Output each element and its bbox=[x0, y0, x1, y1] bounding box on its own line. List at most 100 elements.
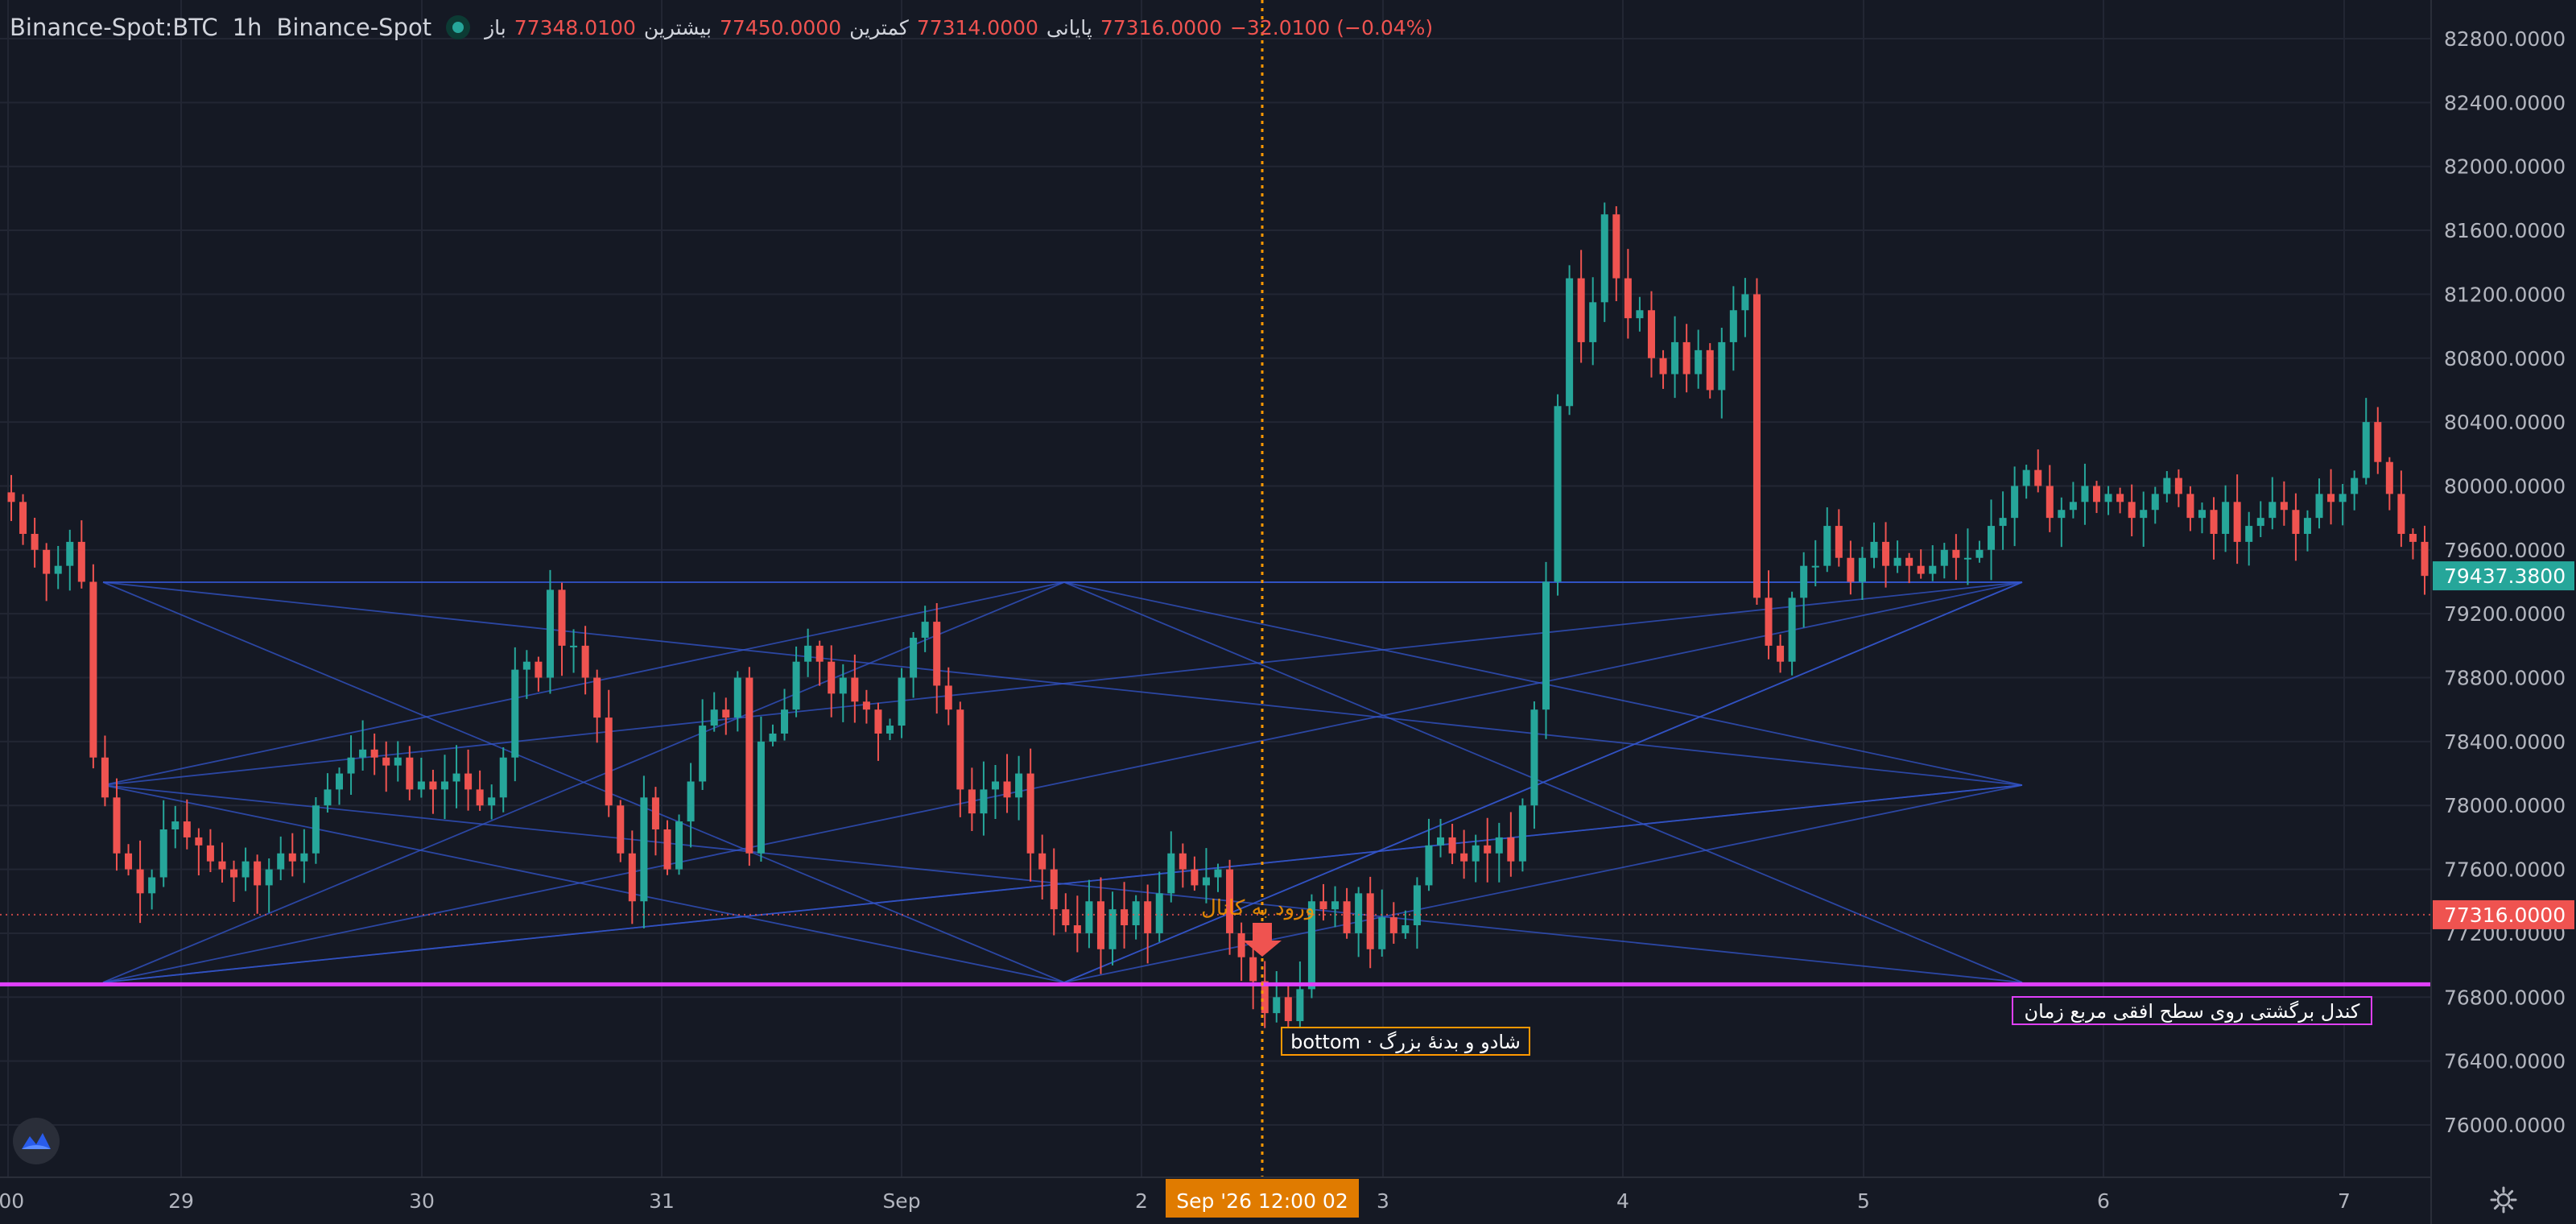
candle-body[interactable] bbox=[1121, 909, 1129, 926]
candle-body[interactable] bbox=[980, 789, 988, 814]
candle-body[interactable] bbox=[933, 622, 941, 686]
candle-body[interactable] bbox=[1682, 341, 1690, 374]
candle-body[interactable] bbox=[1988, 526, 1996, 550]
candle-body[interactable] bbox=[1460, 853, 1468, 862]
candle[interactable] bbox=[394, 741, 402, 782]
candle[interactable] bbox=[1963, 528, 1971, 585]
candle-body[interactable] bbox=[335, 773, 344, 790]
candle[interactable] bbox=[1132, 895, 1140, 940]
candle[interactable] bbox=[66, 529, 74, 591]
candle[interactable] bbox=[699, 699, 707, 791]
candle[interactable] bbox=[1495, 822, 1503, 883]
candle-body[interactable] bbox=[1893, 557, 1901, 566]
candle-body[interactable] bbox=[1319, 901, 1327, 910]
candle-body[interactable] bbox=[1952, 549, 1960, 558]
candle-body[interactable] bbox=[1800, 565, 1808, 598]
candle[interactable] bbox=[476, 770, 484, 811]
candle[interactable] bbox=[886, 718, 894, 741]
candle[interactable] bbox=[2163, 471, 2171, 502]
candle-body[interactable] bbox=[1847, 557, 1855, 582]
candle-body[interactable] bbox=[7, 492, 15, 502]
candle-body[interactable] bbox=[1249, 957, 1257, 982]
candle[interactable] bbox=[1999, 491, 2007, 550]
candle[interactable] bbox=[722, 697, 730, 735]
symbol-name[interactable]: Binance-Spot:BTC bbox=[10, 14, 218, 41]
candle-body[interactable] bbox=[1788, 598, 1796, 662]
candle[interactable] bbox=[1460, 829, 1468, 879]
candle-body[interactable] bbox=[2151, 494, 2159, 511]
candle[interactable] bbox=[1589, 277, 1597, 366]
candle-body[interactable] bbox=[1096, 901, 1104, 949]
candle-body[interactable] bbox=[1882, 541, 1890, 566]
candle[interactable] bbox=[2022, 465, 2030, 499]
candle[interactable] bbox=[1682, 324, 1690, 393]
candle-body[interactable] bbox=[1858, 557, 1866, 582]
candle-body[interactable] bbox=[1752, 294, 1761, 598]
candle[interactable] bbox=[511, 647, 519, 782]
candle[interactable] bbox=[2069, 482, 2077, 519]
candle-body[interactable] bbox=[511, 669, 519, 758]
candle[interactable] bbox=[944, 667, 952, 726]
candle[interactable] bbox=[148, 869, 156, 910]
candle[interactable] bbox=[1191, 856, 1199, 891]
candle-body[interactable] bbox=[1003, 781, 1011, 798]
candle-body[interactable] bbox=[956, 709, 964, 790]
candle[interactable] bbox=[2104, 486, 2112, 515]
candle-body[interactable] bbox=[171, 821, 180, 829]
candle[interactable] bbox=[769, 724, 777, 746]
candle[interactable] bbox=[1261, 961, 1269, 1028]
candle-body[interactable] bbox=[77, 541, 85, 582]
candle[interactable] bbox=[1542, 561, 1550, 739]
candle-body[interactable] bbox=[2245, 526, 2253, 542]
candle-body[interactable] bbox=[1237, 932, 1245, 957]
candle-body[interactable] bbox=[2081, 486, 2089, 502]
candle-body[interactable] bbox=[288, 853, 296, 862]
candle-body[interactable] bbox=[312, 805, 320, 854]
candle[interactable] bbox=[2222, 485, 2230, 552]
candle[interactable] bbox=[1847, 540, 1855, 595]
candle[interactable] bbox=[898, 668, 906, 738]
candle-body[interactable] bbox=[1015, 773, 1023, 798]
candle[interactable] bbox=[1273, 970, 1281, 1023]
candle-body[interactable] bbox=[476, 789, 484, 806]
candle-body[interactable] bbox=[1448, 837, 1456, 854]
candle[interactable] bbox=[2140, 491, 2148, 548]
support-annotation[interactable]: کندل برگشتی روی سطح افقی مربع زمان bbox=[2012, 996, 2372, 1025]
candle-body[interactable] bbox=[148, 877, 156, 894]
candle[interactable] bbox=[2011, 466, 2019, 547]
candle[interactable] bbox=[851, 654, 859, 723]
candle-body[interactable] bbox=[1636, 310, 1644, 319]
candle[interactable] bbox=[570, 629, 578, 673]
candle[interactable] bbox=[1636, 296, 1644, 332]
candle[interactable] bbox=[956, 701, 964, 817]
candle-body[interactable] bbox=[1179, 853, 1187, 870]
candle[interactable] bbox=[546, 569, 554, 694]
candle-body[interactable] bbox=[1484, 845, 1492, 854]
candle[interactable] bbox=[359, 720, 367, 771]
candle-body[interactable] bbox=[206, 845, 214, 862]
candle[interactable] bbox=[968, 767, 976, 831]
candle[interactable] bbox=[2058, 497, 2066, 548]
candle-body[interactable] bbox=[733, 677, 741, 718]
candle-body[interactable] bbox=[1929, 565, 1937, 574]
candle[interactable] bbox=[1331, 886, 1340, 928]
tradingview-logo-icon[interactable] bbox=[13, 1118, 60, 1164]
candle[interactable] bbox=[862, 689, 870, 724]
candle[interactable] bbox=[663, 820, 671, 875]
candle-body[interactable] bbox=[710, 709, 718, 726]
candle[interactable] bbox=[1026, 748, 1034, 882]
candle-body[interactable] bbox=[406, 757, 414, 790]
candle[interactable] bbox=[522, 650, 530, 699]
candle[interactable] bbox=[1940, 543, 1948, 579]
candle-body[interactable] bbox=[2222, 502, 2230, 534]
candle[interactable] bbox=[2280, 481, 2288, 526]
candle[interactable] bbox=[1507, 812, 1515, 877]
candle-body[interactable] bbox=[1085, 901, 1093, 933]
candle-body[interactable] bbox=[1624, 278, 1632, 319]
candle-body[interactable] bbox=[2198, 510, 2206, 519]
candle[interactable] bbox=[43, 543, 51, 602]
candles[interactable] bbox=[7, 202, 2429, 1041]
candle-body[interactable] bbox=[429, 781, 437, 790]
candle-body[interactable] bbox=[757, 741, 765, 854]
candle-body[interactable] bbox=[1999, 518, 2007, 527]
